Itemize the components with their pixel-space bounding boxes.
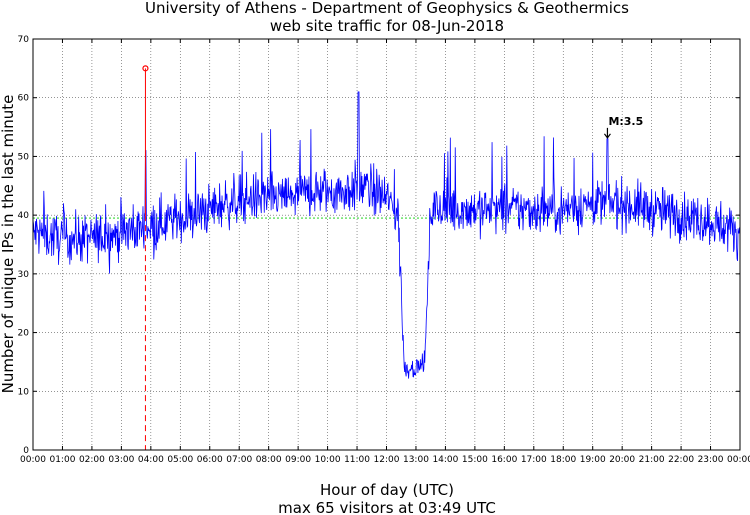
y-tick-label: 0 [23,446,29,456]
y-tick-label: 60 [18,94,30,104]
x-tick-label: 16:00 [491,455,517,465]
series-traffic [32,91,740,379]
x-tick-label: 03:00 [108,455,134,465]
traffic-line [32,91,740,379]
x-tick-label: 01:00 [49,455,75,465]
x-tick-label: 13:00 [403,455,429,465]
x-tick-label: 21:00 [639,455,665,465]
y-tick-label: 10 [18,387,30,397]
y-tick-label: 70 [18,35,30,45]
x-tick-label: 14:00 [432,455,458,465]
x-tick-label: 18:00 [550,455,576,465]
x-tick-label: 23:00 [698,455,724,465]
x-tick-label: 09:00 [285,455,311,465]
down-arrow-icon [603,127,611,139]
y-tick-label: 30 [18,270,30,280]
x-tick-label: 07:00 [226,455,252,465]
y-tick-label: 40 [18,211,30,221]
event-annotation-label: M:3.5 [608,115,643,128]
y-tick-label: 50 [18,152,30,162]
x-tick-label: 11:00 [344,455,370,465]
x-tick-label: 00:00 [20,455,46,465]
x-tick-label: 02:00 [79,455,105,465]
x-tick-label: 04:00 [138,455,164,465]
x-tick-label: 10:00 [315,455,341,465]
y-tick-label: 20 [18,329,30,339]
y-axis-label: Number of unique IPs in the last minute [0,95,17,394]
x-axis-ticks: 00:00 01:00 02:00 03:00 04:00 05:00 06:00 07:00… [20,39,750,465]
x-axis-sublabel: max 65 visitors at 03:49 UTC [278,499,496,515]
max-marker-point [142,65,149,72]
x-tick-label: 06:00 [197,455,223,465]
x-tick-label: 08:00 [256,455,282,465]
x-tick-label: 20:00 [609,455,635,465]
plot-area [33,39,740,450]
event-annotation: M:3.5 [603,115,643,139]
x-tick-label: 05:00 [167,455,193,465]
chart-title: University of Athens - Department of Geo… [145,0,629,17]
x-axis-label: Hour of day (UTC) [320,481,454,499]
y-axis-ticks: 0 10 20 30 40 50 60 70 [18,35,740,456]
max-marker [142,65,149,450]
x-tick-label: 17:00 [521,455,547,465]
x-tick-label: 15:00 [462,455,488,465]
x-tick-label: 12:00 [374,455,400,465]
x-tick-label: 22:00 [668,455,694,465]
x-tick-label: 00:00 [727,455,750,465]
x-tick-label: 19:00 [580,455,606,465]
grid [33,39,740,450]
chart-subtitle: web site traffic for 08-Jun-2018 [270,17,504,35]
